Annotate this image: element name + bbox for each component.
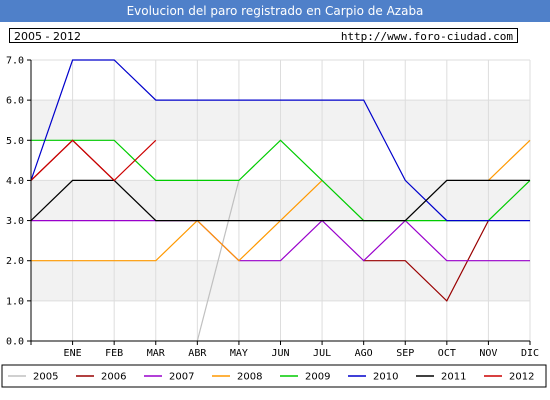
x-tick-label: MAY xyxy=(230,348,248,359)
legend-item-2011: 2011 xyxy=(416,372,466,383)
x-tick-label: AGO xyxy=(355,348,373,359)
legend-item-2006: 2006 xyxy=(76,372,126,383)
x-tick-label: JUN xyxy=(271,348,289,359)
legend-label: 2006 xyxy=(101,372,126,383)
legend-label: 2011 xyxy=(441,372,466,383)
legend-item-2005: 2005 xyxy=(8,372,58,383)
x-tick-label: ENE xyxy=(64,348,82,359)
info-box: 2005 - 2012 http://www.foro-ciudad.com xyxy=(9,28,518,43)
x-tick-label: JUL xyxy=(313,348,331,359)
legend-item-2012: 2012 xyxy=(484,372,534,383)
period-label: 2005 - 2012 xyxy=(14,30,81,43)
legend-label: 2009 xyxy=(305,372,330,383)
series-line-2010 xyxy=(30,59,530,222)
axes: 0.0 1.0 2.0 3.0 4.0 5.0 6.0 7.0 ENE FEB MAR ABR MAY J… xyxy=(6,56,539,360)
source-url: http://www.foro-ciudad.com xyxy=(340,30,513,43)
x-tick-label: FEB xyxy=(105,348,123,359)
y-tick-label: 5.0 xyxy=(6,136,24,147)
legend-item-2010: 2010 xyxy=(348,372,398,383)
legend-label: 2007 xyxy=(169,372,194,383)
x-tick-label: MAR xyxy=(147,348,166,359)
x-tick-label: SEP xyxy=(396,348,414,359)
y-tick-label: 2.0 xyxy=(6,256,24,267)
series-line-2012 xyxy=(30,139,157,182)
legend-box xyxy=(1,364,547,388)
x-tick-label: ABR xyxy=(188,348,207,359)
y-tick-label: 6.0 xyxy=(6,96,24,107)
y-tick-label: 4.0 xyxy=(6,176,24,187)
y-tick-label: 3.0 xyxy=(6,216,24,227)
legend-item-2008: 2008 xyxy=(212,372,262,383)
series-line-2008 xyxy=(31,179,323,262)
legend-label: 2010 xyxy=(373,372,398,383)
series-line-2007 xyxy=(31,219,530,262)
y-tick-label: 0.0 xyxy=(6,337,24,348)
legend-item-2007: 2007 xyxy=(144,372,194,383)
legend-item-2009: 2009 xyxy=(280,372,330,383)
legend-label: 2005 xyxy=(33,372,58,383)
legend: 2005 2006 2007 2008 2009 2010 2011 2012 xyxy=(1,364,547,388)
legend-label: 2008 xyxy=(237,372,262,383)
series-line-2005 xyxy=(196,180,240,342)
x-tick-label: NOV xyxy=(479,348,497,359)
series-line-2008 xyxy=(487,139,531,181)
y-tick-label: 7.0 xyxy=(6,56,24,67)
series-lines xyxy=(30,59,531,342)
y-tick-label: 1.0 xyxy=(6,296,24,307)
x-tick-label: OCT xyxy=(438,348,456,359)
chart-title: Evolucion del paro registrado en Carpio … xyxy=(0,0,550,22)
x-tick-label: DIC xyxy=(521,348,539,359)
legend-label: 2012 xyxy=(509,372,534,383)
